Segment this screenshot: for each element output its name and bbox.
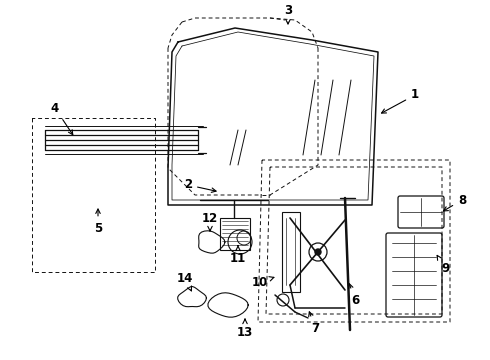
Text: 5: 5	[94, 209, 102, 234]
Text: 11: 11	[230, 246, 246, 265]
Text: 1: 1	[382, 89, 419, 113]
Text: 3: 3	[284, 4, 292, 24]
Text: 7: 7	[309, 312, 319, 334]
FancyBboxPatch shape	[386, 233, 442, 317]
Circle shape	[315, 249, 321, 255]
Text: 14: 14	[177, 271, 193, 291]
Text: 9: 9	[437, 255, 449, 274]
Text: 8: 8	[443, 194, 466, 211]
Text: 13: 13	[237, 319, 253, 338]
Bar	[220, 218, 250, 250]
Text: 12: 12	[202, 211, 218, 231]
Text: 6: 6	[349, 284, 359, 306]
Text: 4: 4	[51, 102, 73, 135]
Text: 10: 10	[252, 275, 274, 288]
Text: 2: 2	[184, 179, 216, 192]
Bar	[282, 212, 300, 292]
FancyBboxPatch shape	[398, 196, 444, 228]
